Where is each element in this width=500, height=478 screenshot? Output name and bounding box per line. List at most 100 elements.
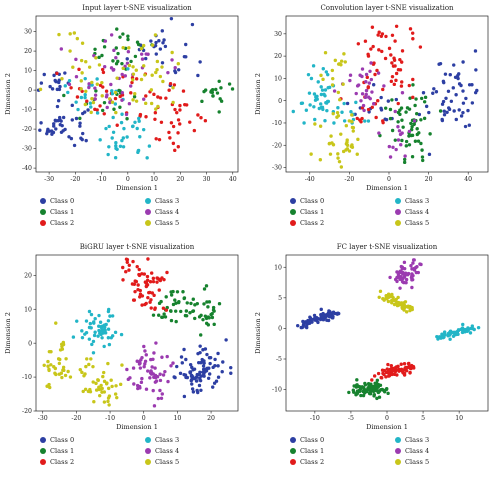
data-point-class-5 [89,357,93,361]
data-point-class-0 [208,372,212,376]
data-point-class-1 [375,386,379,390]
legend-marker [290,448,296,454]
data-point-class-2 [167,88,171,92]
data-point-class-4 [396,125,400,129]
data-point-class-0 [196,73,200,78]
x-tick-label: 5 [421,415,425,422]
data-point-class-2 [144,115,148,119]
data-point-class-5 [404,310,409,314]
data-point-class-4 [368,96,372,101]
data-point-class-1 [367,391,372,396]
x-axis-label: Dimension 1 [366,184,408,192]
data-point-class-4 [93,97,97,101]
data-point-class-0 [201,364,206,368]
data-point-class-1 [230,87,235,91]
data-point-class-1 [415,127,419,131]
data-point-class-0 [461,89,465,93]
data-point-class-2 [132,282,137,286]
legend-label: Class 5 [155,458,180,466]
data-point-class-1 [211,308,216,312]
data-point-class-0 [184,375,188,380]
data-point-class-0 [190,382,194,386]
data-point-class-3 [106,319,111,323]
legend-item-class-1: Class 1 [40,207,74,217]
data-point-class-3 [96,334,100,338]
data-point-class-5 [100,386,104,391]
data-point-class-4 [135,359,139,363]
data-point-class-0 [427,110,431,115]
data-point-class-5 [170,50,174,55]
scatter-plot-input-layer: Input layer t-SNE visualization -30 -20 -10… [4,4,239,192]
data-point-class-3 [102,323,107,327]
data-point-class-3 [83,93,87,97]
data-point-class-2 [381,87,385,92]
data-point-class-2 [171,141,176,146]
data-point-class-2 [55,71,59,76]
data-point-class-0 [432,87,436,91]
legend-marker [395,198,401,204]
data-point-class-4 [377,131,381,135]
data-point-class-3 [141,127,146,132]
data-point-class-1 [191,309,196,313]
data-point-class-2 [124,257,129,261]
data-point-class-1 [169,309,173,313]
data-point-class-3 [106,309,111,314]
data-point-class-0 [457,82,462,86]
y-axis-label: Dimension 2 [254,312,262,354]
data-point-class-0 [336,311,340,315]
data-point-class-1 [409,121,413,126]
data-point-class-5 [94,388,99,392]
data-point-class-5 [141,43,146,48]
data-point-class-2 [69,86,73,90]
data-point-class-1 [207,316,211,320]
data-point-class-5 [91,380,95,384]
data-point-class-0 [198,376,202,381]
scatter-points [291,24,479,169]
data-point-class-3 [88,101,93,105]
data-point-class-5 [84,364,88,369]
data-point-class-3 [107,342,112,347]
data-point-class-4 [102,65,107,69]
data-point-class-0 [461,101,466,105]
data-point-class-0 [200,359,205,364]
data-point-class-1 [211,94,215,98]
data-point-class-2 [140,303,144,307]
data-point-class-1 [361,393,366,398]
data-point-class-3 [125,135,129,139]
data-point-class-2 [137,267,141,272]
data-point-class-1 [174,319,178,324]
data-point-class-2 [381,120,385,125]
data-point-class-2 [383,56,388,61]
legend-marker [40,209,46,215]
data-point-class-0 [57,80,61,85]
data-point-class-5 [339,59,344,63]
data-point-class-5 [153,33,158,37]
data-point-class-4 [412,258,416,262]
data-point-class-5 [336,114,341,118]
data-point-class-1 [367,383,371,388]
data-point-class-5 [90,97,94,101]
data-point-class-1 [116,51,120,56]
legend-marker [145,437,151,443]
data-point-class-4 [93,93,98,97]
data-point-class-3 [136,150,140,155]
y-tick-label: -10 [22,374,32,381]
data-point-class-5 [400,301,404,305]
data-point-class-2 [85,99,89,103]
data-point-class-2 [400,60,404,64]
data-point-class-0 [160,61,165,65]
data-point-class-0 [182,347,186,352]
data-point-class-5 [83,102,87,107]
data-point-class-1 [408,96,412,100]
data-point-class-2 [411,37,415,41]
data-point-class-3 [439,336,443,340]
data-point-class-5 [139,46,144,51]
legend-item-class-2: Class 2 [290,218,324,228]
data-point-class-1 [404,110,408,114]
y-tick-label: 0 [278,326,282,333]
data-point-class-3 [472,327,476,332]
data-point-class-0 [125,57,129,61]
data-point-class-5 [350,120,354,124]
data-point-class-2 [175,110,179,115]
data-point-class-5 [323,51,328,55]
